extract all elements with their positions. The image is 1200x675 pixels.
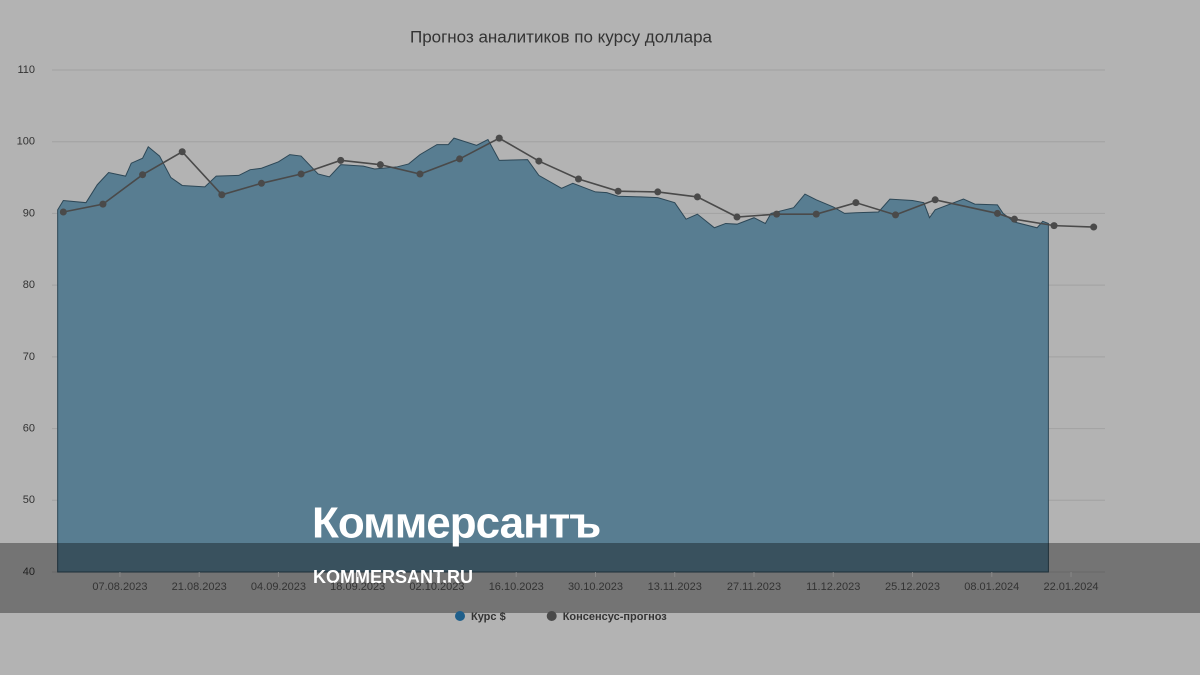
point (654, 188, 662, 196)
point (1010, 215, 1018, 223)
point (178, 148, 186, 156)
watermark-band (0, 543, 1200, 613)
point (416, 170, 424, 178)
y-tick-label: 80 (23, 279, 35, 291)
y-tick-label: 90 (23, 207, 35, 219)
y-tick-label: 60 (23, 422, 35, 434)
area (57, 137, 1049, 573)
x-tick-label: 08.01.2024 (964, 581, 1019, 593)
legend-label: Консенсус-прогноз (563, 611, 668, 623)
x-tick-label: 25.12.2023 (885, 581, 940, 593)
watermark-url: KOMMERSANT.RU (313, 567, 473, 587)
y-tick-label: 100 (17, 136, 35, 148)
x-tick-label: 04.09.2023 (251, 581, 306, 593)
x-tick-label: 27.11.2023 (727, 581, 781, 593)
point (773, 210, 781, 218)
legend-marker (455, 611, 465, 621)
legend-marker (546, 611, 557, 621)
point (1090, 223, 1098, 231)
point (218, 191, 226, 199)
point (297, 170, 305, 178)
y-tick-label: 40 (23, 566, 35, 578)
legend-label: Курс $ (471, 611, 506, 623)
point (456, 155, 464, 163)
x-tick-label: 07.08.2023 (92, 581, 147, 593)
x-tick-label: 21.08.2023 (172, 581, 227, 593)
point (733, 213, 741, 221)
point (376, 161, 384, 169)
point (59, 208, 67, 216)
x-tick-label: 11.12.2023 (806, 581, 860, 593)
y-tick-label: 70 (23, 351, 35, 363)
y-tick-label: 50 (23, 494, 35, 506)
point (931, 196, 939, 204)
x-tick-label: 13.11.2023 (648, 581, 702, 593)
chart-title: Прогноз аналитиков по курсу доллара (410, 27, 713, 46)
x-tick-label: 02.10.2023 (409, 581, 464, 593)
point (535, 157, 543, 165)
y-tick-label: 110 (17, 64, 35, 76)
x-tick-label: 30.10.2023 (568, 581, 623, 593)
point (852, 199, 860, 207)
x-tick-label: 16.10.2023 (489, 581, 544, 593)
point (575, 175, 582, 183)
point (614, 187, 622, 195)
point (892, 211, 900, 219)
point (812, 210, 820, 218)
point (495, 134, 503, 142)
point (257, 179, 265, 187)
x-tick-label: 18.09.2023 (330, 581, 385, 593)
point (139, 171, 147, 179)
x-tick-label: 22.01.2024 (1044, 581, 1099, 593)
point (993, 209, 1001, 217)
point (1050, 222, 1058, 230)
point (99, 200, 107, 208)
watermark-logo: Коммерсантъ (312, 499, 600, 548)
point (337, 156, 345, 164)
point (693, 193, 701, 201)
